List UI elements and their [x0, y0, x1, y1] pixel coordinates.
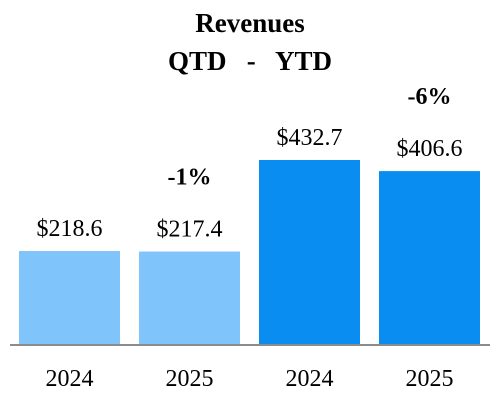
- bar-value-label-0: $218.6: [37, 216, 103, 242]
- x-tick-label-1: 2025: [166, 366, 214, 392]
- bar-value-label-3: $406.6: [397, 136, 463, 162]
- bar-2: [259, 160, 360, 344]
- bars-layer: $218.6 2024 $217.4 2025 $432.7 2024 $406.6 2025…: [19, 84, 480, 392]
- change-label-ytd: -6%: [408, 84, 452, 110]
- x-tick-label-0: 2024: [46, 366, 94, 392]
- x-tick-label-2: 2024: [286, 366, 334, 392]
- bar-0: [19, 251, 120, 344]
- bar-3: [379, 171, 480, 344]
- change-label-qtd: -1%: [168, 165, 212, 191]
- bar-1: [139, 251, 240, 344]
- chart-subtitle: QTD - YTD: [168, 46, 332, 76]
- bar-value-label-1: $217.4: [157, 217, 223, 243]
- bar-value-label-2: $432.7: [277, 125, 343, 151]
- chart-title: Revenues: [195, 8, 305, 38]
- x-tick-label-3: 2025: [406, 366, 454, 392]
